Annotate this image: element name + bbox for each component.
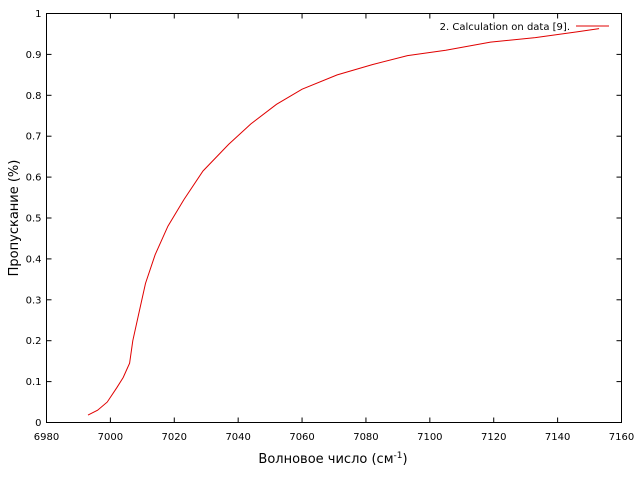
y-tick-label: 0.5 [26, 214, 42, 225]
x-tick-label: 7060 [289, 432, 314, 443]
legend: 2. Calculation on data [9]. [440, 22, 609, 33]
x-tick-label: 7020 [162, 432, 187, 443]
y-axis: 0 0.1 0.2 0.3 0.4 0.5 0.6 0.7 0.8 0.9 1 [26, 9, 622, 429]
y-tick-label: 0.2 [26, 336, 42, 347]
x-axis-title-main: Волновое число (см [258, 452, 393, 467]
y-tick-label: 0.9 [26, 50, 42, 61]
x-tick-label: 7140 [545, 432, 570, 443]
y-tick-label: 0.8 [26, 91, 42, 102]
y-tick-label: 0.3 [26, 295, 42, 306]
y-axis-title: Пропускание (%) [7, 160, 22, 277]
x-axis-title: Волновое число (см-1) [258, 451, 407, 467]
y-tick-label: 0.1 [26, 377, 42, 388]
y-tick-label: 0.6 [26, 173, 42, 184]
legend-label: 2. Calculation on data [9]. [440, 22, 570, 33]
plot-frame [46, 13, 622, 423]
y-tick-label: 0.7 [26, 132, 42, 143]
y-tick-label: 0 [35, 418, 41, 429]
series-line [87, 28, 600, 416]
x-axis-title-superscript: -1 [394, 451, 403, 461]
x-tick-label: 7040 [225, 432, 250, 443]
x-tick-label: 6980 [34, 432, 59, 443]
y-tick-label: 0.4 [26, 254, 42, 265]
y-tick-label: 1 [35, 9, 41, 20]
x-tick-label: 7080 [353, 432, 378, 443]
x-axis-title-tail: ) [402, 452, 407, 467]
x-tick-label: 7120 [481, 432, 506, 443]
x-tick-label: 7100 [417, 432, 442, 443]
x-tick-label: 7000 [98, 432, 123, 443]
x-tick-label: 7160 [609, 432, 634, 443]
x-axis: 6980 7000 7020 7040 7060 7080 7100 7120 7140 7160 [34, 13, 634, 443]
